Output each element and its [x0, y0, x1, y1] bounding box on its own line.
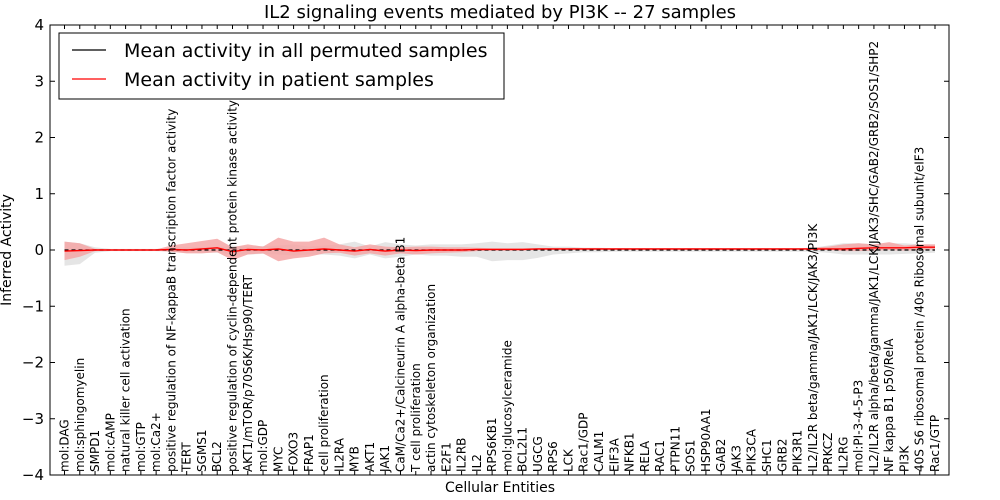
chart-title: IL2 signaling events mediated by PI3K --… — [264, 2, 736, 23]
x-category-label: UGCG — [531, 436, 545, 472]
x-category-label: IL2 — [470, 454, 484, 472]
y-tick-label: −3 — [22, 410, 44, 428]
series-bands — [64, 237, 935, 266]
x-category-label: LCK — [562, 448, 576, 472]
x-category-label: RAC1 — [653, 440, 667, 472]
x-category-label: AKT1/mTOR/p70S6K/Hsp90/TERT — [241, 274, 255, 472]
series-line-1 — [64, 246, 935, 253]
x-category-label: NF kappa B1 p50/RelA — [882, 338, 896, 472]
x-category-label: positive regulation of cyclin-dependent … — [226, 100, 240, 472]
x-axis-ticks — [64, 25, 936, 475]
x-category-label: RPS6 — [546, 441, 560, 472]
legend-label-permuted: Mean activity in all permuted samples — [124, 40, 487, 62]
x-category-label: IL2RG — [836, 437, 850, 473]
x-category-label: PRKCZ — [821, 433, 835, 472]
x-category-label: mol:cAMP — [103, 413, 117, 472]
x-category-label: SMPD1 — [88, 430, 102, 472]
y-tick-label: −2 — [22, 354, 44, 372]
legend-box — [58, 32, 505, 100]
x-category-label: Rac1/GTP — [928, 415, 942, 472]
x-category-label: RELA — [638, 440, 652, 472]
x-category-label: BCL2 — [210, 441, 224, 472]
x-category-label: CALM1 — [592, 431, 606, 472]
x-category-label: PTPN11 — [668, 426, 682, 472]
x-category-label: E2F1 — [439, 442, 453, 472]
x-category-label: mol:GTP — [134, 422, 148, 472]
x-category-label: SGMS1 — [195, 429, 209, 472]
x-category-label: JAK1 — [378, 445, 392, 473]
x-category-label: IL2/IL2R beta/gamma/JAK1/LCK/JAK3/PI3K — [806, 223, 820, 472]
x-category-label: natural killer cell activation — [119, 308, 133, 472]
x-category-label: mol:Ca2+ — [149, 412, 163, 472]
x-category-label: PIK3R1 — [791, 430, 805, 472]
x-category-label: SOS1 — [684, 440, 698, 472]
x-category-label: FRAP1 — [302, 434, 316, 472]
x-category-label: NFKB1 — [623, 432, 637, 472]
y-tick-label: 4 — [34, 16, 44, 34]
x-category-label: positive regulation of NF-kappaB transcr… — [164, 109, 178, 472]
y-tick-label: 1 — [34, 185, 44, 203]
x-category-label: RPS6KB1 — [485, 417, 499, 472]
x-category-label: SHC1 — [760, 439, 774, 472]
x-category-label: 40S S6 ribosomal protein /40s Ribosomal … — [913, 147, 927, 472]
y-tick-label: 0 — [34, 241, 44, 259]
x-category-label: CaM/Ca2+/Calcineurin A alpha-beta B1 — [394, 237, 408, 472]
x-category-label: mol:glucosylceramide — [500, 340, 514, 472]
x-category-label: PI3K — [898, 445, 912, 472]
x-category-label: GRB2 — [775, 439, 789, 473]
x-category-label: IL2RA — [332, 437, 346, 472]
x-category-label: MYB — [348, 446, 362, 472]
x-category-label: EIF3A — [607, 437, 621, 472]
x-category-label: BCL2L1 — [516, 427, 530, 472]
legend: Mean activity in all permuted samples Me… — [58, 32, 505, 100]
y-tick-label: 2 — [34, 129, 44, 147]
y-tick-label: 3 — [34, 72, 44, 90]
x-category-label: mol:GDP — [256, 420, 270, 472]
x-category-label: MYC — [271, 447, 285, 472]
x-category-label: PIK3CA — [745, 428, 759, 472]
y-tick-label: −1 — [22, 297, 44, 315]
x-category-label: Rac1/GDP — [577, 412, 591, 471]
x-category-label: FOXO3 — [287, 432, 301, 472]
y-axis-label: Inferred Activity — [0, 194, 15, 306]
x-category-label: IL2RB — [455, 438, 469, 472]
x-category-label: mol:DAG — [58, 419, 72, 472]
y-axis-ticks: −4 −3 −2 −1 0 1 2 3 4 — [22, 16, 949, 484]
x-category-label: IL2/IL2R alpha/beta/gamma/JAK1/LCK/JAK3/… — [867, 41, 881, 472]
plot-area: −4 −3 −2 −1 0 1 2 3 4 mol:DAG mol:sphingomyelin SM… — [22, 16, 950, 484]
y-tick-label: −4 — [22, 466, 44, 484]
x-category-label: GAB2 — [714, 439, 728, 472]
series-lines — [64, 246, 935, 253]
x-category-label: actin cytoskeleton organization — [424, 284, 438, 472]
x-category-label: AKT1 — [363, 442, 377, 472]
x-axis-label: Cellular Entities — [445, 480, 555, 496]
x-category-label: mol:sphingomyelin — [73, 358, 87, 472]
x-category-label: HSP90AA1 — [699, 408, 713, 472]
x-category-label: T cell proliferation — [409, 363, 423, 473]
legend-label-patient: Mean activity in patient samples — [124, 69, 434, 91]
x-category-labels: mol:DAG mol:sphingomyelin SMPD1 mol:cAMP nat… — [58, 41, 943, 473]
x-category-label: TERT — [180, 442, 194, 473]
x-category-label: mol:PI-3-4-5-P3 — [852, 380, 866, 472]
x-category-label: JAK3 — [730, 445, 744, 473]
x-category-label: cell proliferation — [317, 374, 331, 472]
